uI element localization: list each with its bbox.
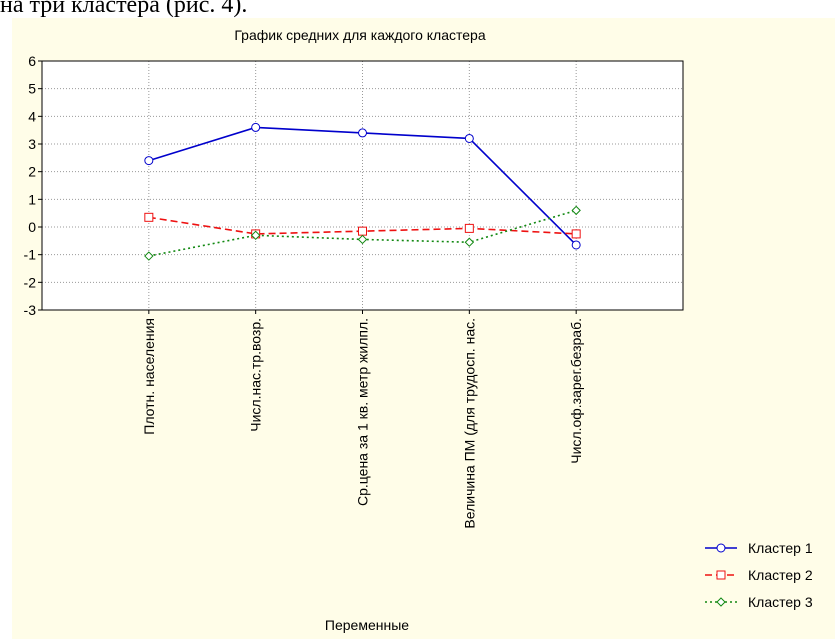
marker [144,212,154,222]
y-tick-label: 4 [28,108,36,124]
y-tick-label: 0 [28,219,36,235]
marker [358,226,367,236]
x-tick-label: Плотн. населения [141,318,157,435]
marker [571,240,581,250]
legend-label: Кластер 3 [748,594,813,610]
y-tick-label: 3 [28,136,36,152]
marker [716,570,726,580]
y-tick-label: 1 [28,191,36,207]
marker [251,122,261,132]
marker [571,205,581,216]
header-text: на три кластера (рис. 4). [0,0,247,18]
marker [464,133,474,143]
y-tick-label: -3 [24,302,37,318]
x-tick-label: Величина ПМ (для трудосп. нас. [461,318,477,529]
legend-label: Кластер 2 [748,567,813,583]
x-tick-label: Ср.цена за 1 кв. метр жилпл. [355,318,371,506]
x-tick-label: Числ.нас.тр.возр. [248,318,264,432]
marker [144,251,154,261]
plot-frame [41,60,684,311]
y-tick-label: 6 [28,53,36,69]
legend-label: Кластер 1 [748,540,813,556]
marker [716,543,726,553]
chart-title: График средних для каждого кластера [234,27,485,43]
marker [144,156,154,166]
x-tick-label: Числ.оф.зарег.безраб. [568,318,584,464]
marker [464,237,475,247]
y-tick-label: 2 [28,164,36,180]
y-tick-label: -2 [24,274,37,290]
marker [716,597,726,607]
marker [250,230,261,241]
x-axis-label: Переменные [325,617,409,633]
marker [357,234,368,245]
plot-area [42,61,683,310]
marker [464,223,474,233]
y-tick-label: 5 [28,81,36,97]
y-tick-label: -1 [24,247,37,263]
marker [571,229,581,239]
marker [358,128,367,138]
